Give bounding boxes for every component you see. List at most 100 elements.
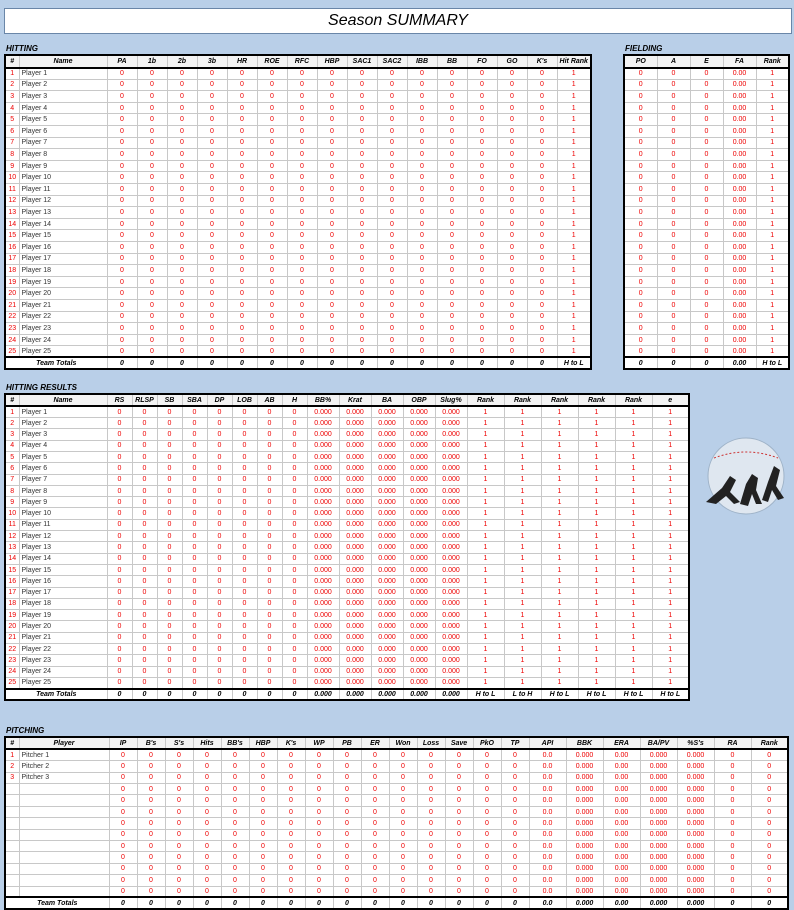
- cell: 0: [304, 817, 334, 830]
- cell: 1: [755, 90, 790, 103]
- cell: 0: [231, 575, 258, 588]
- cell: 1: [577, 676, 616, 690]
- cell: 0: [256, 113, 288, 127]
- section-label: FIELDING: [625, 44, 663, 53]
- data-row: 14 Player 14 0 0 0 0 0 0 0 0 0.000 0.000 0.000 0.000 0…: [4, 552, 690, 565]
- cell: 0: [106, 136, 138, 150]
- cell: 0: [256, 148, 288, 161]
- cell: 0: [220, 783, 250, 796]
- cell: Hit Rank: [556, 54, 592, 69]
- cell: 0: [526, 229, 558, 242]
- cell: [4, 805, 20, 819]
- data-row: 0 0 0 0.00 1: [623, 264, 790, 277]
- cell: [18, 862, 110, 876]
- cell: 0: [206, 552, 233, 565]
- cell: 0: [376, 264, 408, 277]
- cell: 0: [496, 159, 528, 173]
- cell: Player 10: [18, 171, 108, 185]
- cell: 1: [540, 552, 579, 565]
- data-row: 25 Player 25 0 0 0 0 0 0 0 0 0 0 0 0 0 0 0 1: [4, 345, 592, 358]
- cell: 0: [131, 462, 158, 475]
- cell: 0: [526, 322, 558, 335]
- cell: 0: [466, 252, 498, 266]
- data-row: 0 0 0 0.00 1: [623, 136, 790, 150]
- cell: 0: [436, 322, 468, 335]
- cell: 0: [444, 794, 474, 807]
- cell: [4, 817, 20, 830]
- cell: 0.000: [676, 771, 715, 785]
- cell: 0: [276, 828, 306, 842]
- cell: 0: [316, 90, 348, 103]
- cell: 0.000: [306, 552, 340, 565]
- cell: 0: [136, 264, 168, 277]
- cell: 0: [623, 101, 658, 115]
- cell: 0: [281, 541, 308, 554]
- cell: 0: [466, 345, 498, 358]
- cell: 0: [136, 805, 166, 819]
- cell: 0: [156, 518, 183, 532]
- cell: 0: [623, 194, 658, 208]
- cell: 0: [106, 552, 133, 565]
- cell: 0: [166, 310, 198, 324]
- cell: 0: [192, 794, 222, 807]
- cell: 0: [316, 287, 348, 300]
- cell: 0: [206, 405, 233, 419]
- cell: 0: [466, 78, 498, 92]
- cell: 0: [256, 310, 288, 324]
- cell: 0: [248, 896, 278, 910]
- cell: 0: [136, 874, 166, 887]
- cell: 1: [503, 484, 542, 498]
- cell: 0: [286, 171, 318, 185]
- cell: Player 9: [18, 159, 108, 173]
- cell: 0: [196, 101, 228, 115]
- cell: 1: [466, 417, 505, 430]
- cell: 0: [406, 183, 438, 196]
- data-table: # Player IP B's S's Hits BB's HBP K's WP PB ER Won Lo…: [4, 736, 789, 910]
- cell: 0: [226, 125, 258, 138]
- data-row: 6 Player 6 0 0 0 0 0 0 0 0 0.000 0.000 0.000 0.000 0.0…: [4, 462, 690, 475]
- cell: 0: [496, 78, 528, 92]
- cell: 0: [416, 748, 446, 762]
- cell: 1: [755, 78, 790, 92]
- cell: Team Totals: [4, 896, 110, 910]
- cell: 0: [206, 530, 233, 543]
- cell: 0.000: [676, 794, 715, 807]
- cell: 1: [577, 552, 616, 565]
- cell: 0: [286, 229, 318, 242]
- cell: 0.000: [434, 597, 468, 611]
- cell: 0: [623, 206, 658, 219]
- cell: 0: [281, 665, 308, 678]
- cell: 0: [231, 450, 258, 464]
- cell: 0: [220, 874, 250, 887]
- cell: 0.000: [402, 597, 436, 611]
- cell: 0: [376, 148, 408, 161]
- cell: 0: [131, 417, 158, 430]
- cell: 0: [656, 252, 691, 266]
- cell: 0: [156, 541, 183, 554]
- cell: 0: [466, 322, 498, 335]
- cell: 0: [346, 148, 378, 161]
- cell: 0: [436, 275, 468, 289]
- cell: 0: [131, 597, 158, 611]
- cell: 0: [713, 874, 752, 887]
- cell: 0: [106, 484, 133, 498]
- cell: 0: [156, 687, 183, 701]
- cell: 1: [4, 67, 20, 80]
- cell: 1: [755, 333, 790, 347]
- cell: 0: [166, 159, 198, 173]
- cell: Save: [444, 736, 474, 751]
- cell: 0: [656, 78, 691, 92]
- cell: [4, 839, 20, 853]
- cell: 0: [623, 171, 658, 185]
- data-row: 0 0 0 0.00 1: [623, 101, 790, 115]
- cell: 0: [166, 206, 198, 219]
- cell: 0: [316, 113, 348, 127]
- cell: 0: [108, 874, 138, 887]
- cell: 0: [416, 817, 446, 830]
- cell: 1: [577, 654, 616, 667]
- cell: 0: [220, 748, 250, 762]
- data-row: 24 Player 24 0 0 0 0 0 0 0 0 0 0 0 0 0 0 0 1: [4, 333, 592, 347]
- cell: 0: [206, 450, 233, 464]
